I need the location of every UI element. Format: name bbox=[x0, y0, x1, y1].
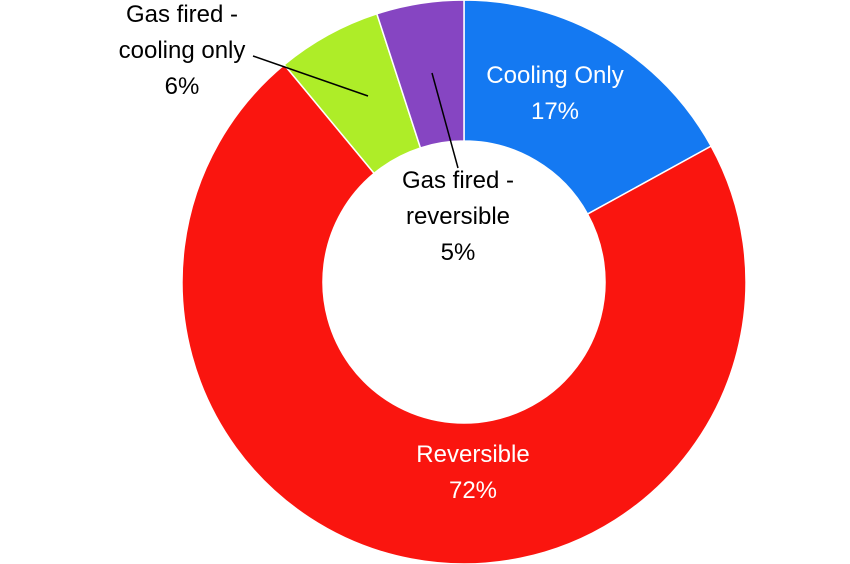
data-label-line: Reversible bbox=[416, 441, 529, 468]
data-label-gas-fired-cooling-only: Gas fired - cooling only 6% bbox=[119, 1, 246, 100]
data-label-line: Gas fired - bbox=[402, 167, 514, 194]
data-label-line: reversible bbox=[406, 203, 510, 230]
data-label-line: cooling only bbox=[119, 37, 246, 64]
data-label-line: 6% bbox=[165, 73, 200, 100]
data-label-line: Gas fired - bbox=[126, 1, 238, 28]
slice-cooling-only bbox=[463, 0, 713, 216]
data-label-line: Cooling Only bbox=[486, 62, 623, 89]
data-label-reversible: Reversible 72% bbox=[416, 441, 529, 504]
leader-line-gas-fired-cooling-only bbox=[252, 55, 369, 97]
data-label-line: 5% bbox=[441, 239, 476, 266]
data-label-line: 17% bbox=[531, 98, 579, 125]
leader-line-gas-fired-reversible bbox=[431, 72, 459, 169]
data-label-cooling-only: Cooling Only 17% bbox=[486, 62, 623, 125]
slice-reversible bbox=[181, 63, 747, 564]
data-label-line: 72% bbox=[449, 477, 497, 504]
data-label-gas-fired-reversible: Gas fired - reversible 5% bbox=[402, 167, 514, 266]
